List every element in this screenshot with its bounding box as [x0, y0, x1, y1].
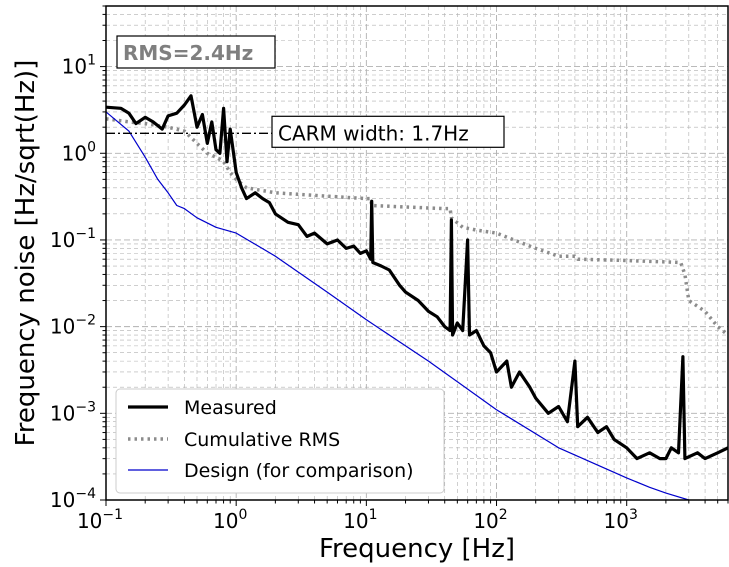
- grid: [105, 5, 729, 501]
- x-tick-label: 101: [343, 507, 377, 533]
- cumulative-rms-line: [106, 117, 728, 337]
- series-layer: [106, 94, 728, 500]
- legend-label-measured: Measured: [184, 397, 277, 419]
- axis-ticks: 10−1 100 101 102 103 10−4 10−3 10−2 10−1 100 101: [50, 5, 729, 533]
- carm-annotation: CARM width: 1.7Hz: [106, 115, 505, 148]
- x-tick-label: 103: [604, 507, 638, 533]
- y-tick-label: 10−3: [50, 399, 96, 425]
- x-tick-label: 10−1: [77, 507, 123, 533]
- x-tick-label: 102: [473, 507, 507, 533]
- measured-line: [106, 94, 728, 461]
- legend-label-cumulative-rms: Cumulative RMS: [184, 429, 340, 451]
- y-tick-label: 10−4: [50, 486, 96, 512]
- carm-label-box: [271, 115, 505, 148]
- rms-label: RMS=2.4Hz: [123, 41, 253, 65]
- y-tick-label: 101: [62, 53, 96, 79]
- legend-label-design: Design (for comparison): [184, 460, 414, 482]
- carm-label: CARM width: 1.7Hz: [278, 121, 469, 145]
- y-tick-label: 10−2: [50, 313, 96, 339]
- y-tick-label: 10−1: [50, 226, 96, 252]
- rms-box: RMS=2.4Hz: [116, 35, 276, 69]
- design-line: [106, 111, 689, 500]
- legend: Measured Cumulative RMS Design (for comp…: [115, 388, 445, 494]
- x-axis-label: Frequency [Hz]: [319, 534, 515, 564]
- y-axis-label: Frequency noise [Hz/sqrt(Hz)]: [11, 60, 41, 447]
- legend-frame: [115, 388, 445, 494]
- y-tick-label: 100: [62, 139, 96, 165]
- rms-box-frame: [116, 35, 276, 69]
- x-tick-label: 100: [213, 507, 247, 533]
